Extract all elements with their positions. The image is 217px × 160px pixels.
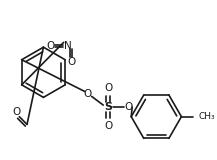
Text: O: O bbox=[104, 121, 112, 131]
Text: O: O bbox=[46, 41, 54, 51]
Text: S: S bbox=[104, 102, 112, 112]
Text: O: O bbox=[124, 102, 132, 112]
Text: O: O bbox=[104, 83, 112, 93]
Text: N: N bbox=[64, 41, 71, 51]
Text: O: O bbox=[67, 57, 76, 67]
Text: O: O bbox=[84, 89, 92, 100]
Text: O: O bbox=[12, 107, 21, 117]
Text: CH₃: CH₃ bbox=[199, 112, 215, 121]
